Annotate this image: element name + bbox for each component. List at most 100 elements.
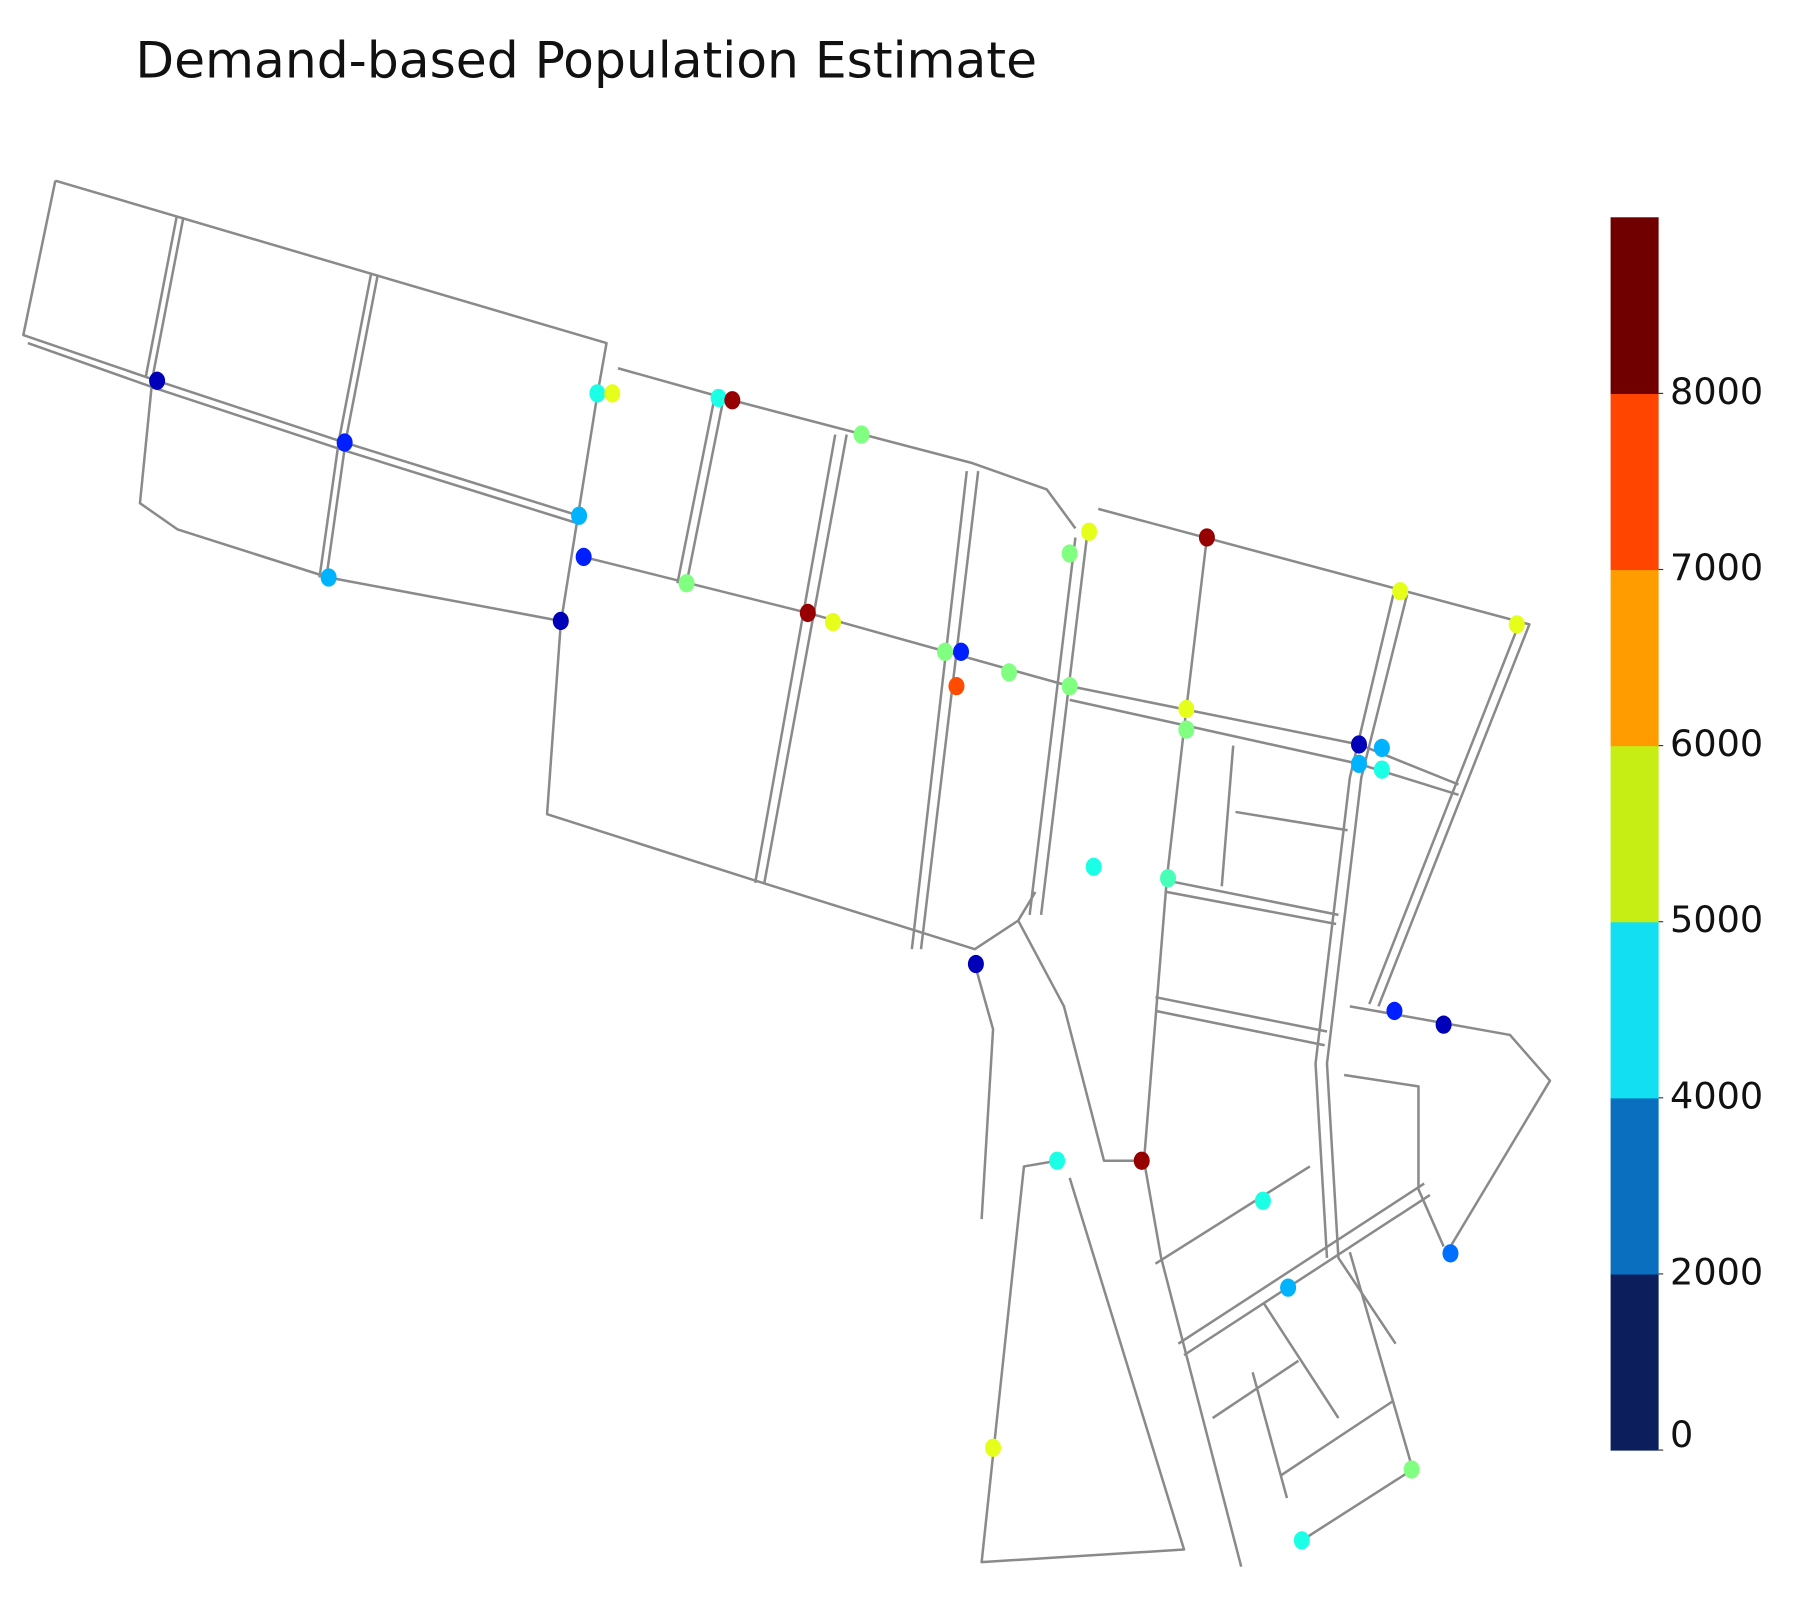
road <box>144 217 178 378</box>
road <box>753 434 837 884</box>
colorbar-tick-label: 0 <box>1670 1413 1693 1456</box>
road <box>54 179 1037 951</box>
population-node <box>1049 1151 1066 1170</box>
road <box>685 400 725 584</box>
road <box>1142 537 1243 1568</box>
road <box>1155 1009 1325 1047</box>
road <box>1183 1193 1431 1357</box>
road <box>763 434 848 884</box>
population-node <box>552 611 569 631</box>
population-node <box>1085 857 1102 876</box>
road <box>325 274 380 578</box>
road-network <box>22 179 1552 1568</box>
colorbar-tick-label: 7000 <box>1670 546 1763 589</box>
road <box>1097 507 1531 1007</box>
population-node <box>1373 760 1390 779</box>
population-node <box>1178 720 1195 739</box>
population-node <box>1508 615 1525 634</box>
road <box>22 180 580 517</box>
road <box>1235 810 1348 832</box>
road <box>1325 594 1409 1345</box>
population-node <box>1061 676 1078 696</box>
road <box>1343 1073 1445 1247</box>
road <box>1301 1251 1415 1542</box>
population-node <box>589 384 606 403</box>
road <box>617 367 1077 530</box>
road <box>138 217 562 623</box>
road <box>583 555 1459 786</box>
road <box>1039 537 1089 916</box>
colorbar-segment <box>1610 921 1659 1099</box>
road <box>676 400 716 584</box>
population-node <box>799 603 816 623</box>
road <box>1166 879 1339 917</box>
road <box>973 963 995 1220</box>
population-node <box>575 547 592 567</box>
population-node <box>678 574 695 593</box>
population-node <box>937 642 954 661</box>
colorbar-segment <box>1610 1273 1659 1451</box>
road <box>1314 594 1395 1259</box>
population-node <box>1254 1191 1271 1210</box>
map-title: Demand-based Population Estimate <box>135 31 1037 90</box>
colorbar-segment <box>1610 1097 1659 1275</box>
population-node <box>1386 1001 1403 1021</box>
population-node <box>1350 754 1368 774</box>
population-node <box>1293 1531 1310 1550</box>
colorbar-segment <box>1610 393 1659 571</box>
population-node <box>1133 1151 1150 1170</box>
colorbar-tick-label: 8000 <box>1670 370 1763 413</box>
colorbar: 0 2000 4000 5000 6000 7000 8000 <box>1610 217 1763 1456</box>
population-node <box>953 642 970 661</box>
road <box>1177 1182 1425 1345</box>
population-node <box>1061 544 1078 563</box>
road <box>1280 1399 1395 1477</box>
population-node <box>853 425 870 444</box>
population-node <box>336 433 353 452</box>
road <box>919 471 980 950</box>
road <box>1349 1005 1552 1253</box>
population-node <box>1198 528 1215 547</box>
road <box>1155 995 1328 1033</box>
road <box>1211 1359 1300 1420</box>
population-node <box>1280 1278 1297 1297</box>
nodes <box>149 371 1525 1550</box>
road <box>1220 745 1235 887</box>
population-node <box>710 388 727 408</box>
road <box>1166 890 1337 926</box>
population-node <box>1435 1015 1452 1034</box>
road <box>1263 1302 1340 1419</box>
population-node <box>1081 522 1098 541</box>
road <box>318 274 373 578</box>
road <box>1017 919 1142 1162</box>
population-node <box>985 1438 1002 1457</box>
population-node <box>1392 582 1409 601</box>
road <box>1028 537 1077 916</box>
population-node <box>824 612 841 632</box>
road <box>1251 1371 1289 1499</box>
population-node <box>571 506 588 525</box>
population-node <box>1178 699 1195 719</box>
population-node <box>1442 1244 1459 1263</box>
colorbar-tick-label: 5000 <box>1670 898 1763 941</box>
road <box>910 471 969 950</box>
colorbar-segment <box>1610 745 1659 923</box>
road <box>1069 698 1459 796</box>
population-node <box>604 384 621 403</box>
population-node <box>967 954 984 974</box>
population-node <box>724 391 741 410</box>
population-node <box>1001 663 1018 682</box>
population-node <box>1373 738 1390 758</box>
road <box>1368 626 1520 1005</box>
population-node <box>1403 1460 1420 1479</box>
colorbar-tick-label: 2000 <box>1670 1250 1763 1293</box>
population-node <box>1350 735 1368 754</box>
colorbar-tick-label: 6000 <box>1670 722 1763 765</box>
colorbar-segment <box>1610 217 1659 394</box>
road <box>27 341 580 525</box>
colorbar-segment <box>1610 569 1659 747</box>
road <box>980 1159 1186 1564</box>
population-node <box>320 568 337 587</box>
